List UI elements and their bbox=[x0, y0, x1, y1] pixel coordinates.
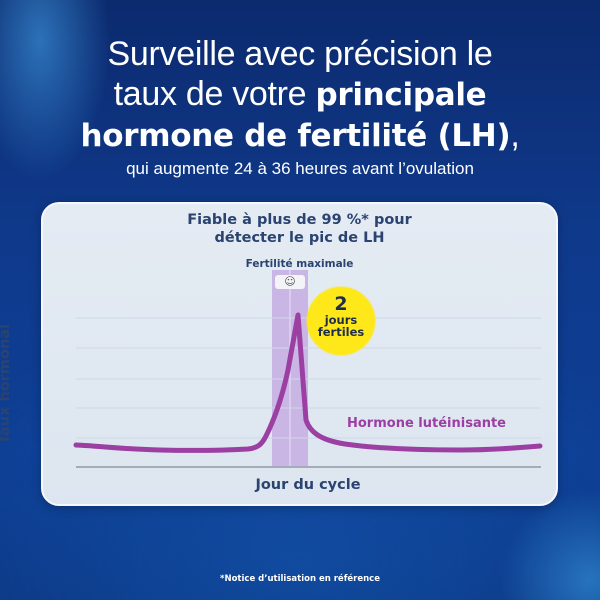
headline-line-2: taux de votre principale bbox=[113, 75, 487, 113]
footnote: *Notice d’utilisation en référence bbox=[220, 574, 380, 584]
headline-bold-hormone: hormone de fertilité (LH) bbox=[80, 118, 511, 154]
y-axis-label: Taux hormonal bbox=[0, 323, 13, 445]
chart-title: Fiable à plus de 99 %* pour détecter le … bbox=[43, 211, 556, 247]
headline: Surveille avec précision le taux de votr… bbox=[0, 34, 600, 180]
gridlines bbox=[76, 317, 541, 439]
smiley-icon: ☺ bbox=[275, 275, 305, 289]
chart-title-line-1: Fiable à plus de 99 %* pour bbox=[187, 212, 412, 228]
headline-line-3: hormone de fertilité (LH), bbox=[80, 116, 520, 154]
headline-bold-principale: principale bbox=[315, 77, 487, 113]
x-axis-label: Jour du cycle bbox=[255, 477, 361, 493]
headline-subline: qui augmente 24 à 36 heures avant l’ovul… bbox=[126, 159, 474, 178]
lh-curve bbox=[73, 312, 543, 453]
peak-fertility-label: Fertilité maximale bbox=[245, 258, 354, 270]
series-label-lh: Hormone lutéinisante bbox=[347, 416, 507, 431]
fertile-days-label-1: jours bbox=[324, 313, 358, 327]
fertile-days-count: 2 bbox=[334, 293, 348, 315]
fertile-days-label-2: fertiles bbox=[317, 325, 365, 339]
headline-line-1: Surveille avec précision le bbox=[107, 35, 493, 73]
chart-title-line-2: détecter le pic de LH bbox=[214, 230, 385, 246]
fertile-days-badge: 2 jours fertiles bbox=[307, 287, 375, 355]
